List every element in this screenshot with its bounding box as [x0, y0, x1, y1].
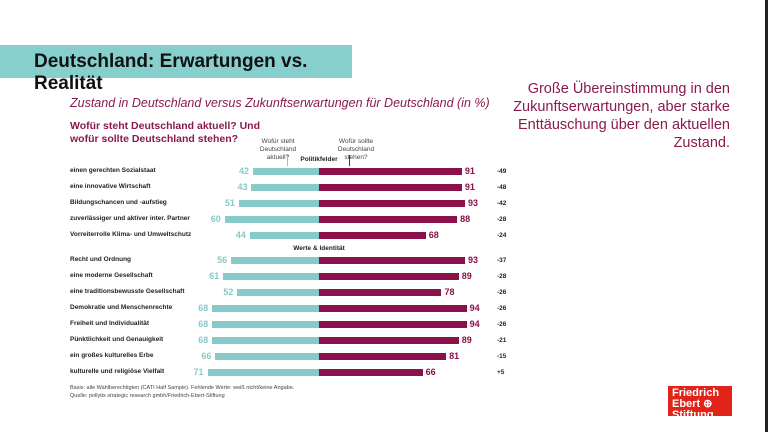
- bar-future: [319, 273, 459, 280]
- bar-current: [212, 305, 319, 312]
- bar-future: [319, 232, 426, 239]
- page-title: Deutschland: Erwartungen vs. Realität: [34, 51, 308, 94]
- bar-future: [319, 337, 459, 344]
- value-future: 81: [449, 351, 460, 361]
- difference-value: -26: [497, 321, 507, 328]
- legend-current: Wofür steht Deutschland aktuell?: [259, 138, 297, 161]
- bar-future: [319, 353, 447, 360]
- difference-value: -37: [497, 257, 507, 264]
- difference-value: -26: [497, 305, 507, 312]
- row-label: einen gerechten Sozialstaat: [70, 167, 156, 174]
- bar-future: [319, 289, 442, 296]
- row-label: eine traditionsbewusste Gesellschaft: [70, 288, 185, 295]
- bar-future: [319, 369, 423, 376]
- row-label: kulturelle und religiöse Vielfalt: [70, 368, 165, 375]
- difference-value: -28: [497, 273, 507, 280]
- bar-future: [319, 184, 462, 191]
- value-future: 91: [464, 166, 475, 176]
- value-future: 93: [468, 198, 479, 208]
- value-future: 68: [428, 230, 439, 240]
- value-current: 52: [223, 287, 234, 297]
- bar-current: [224, 216, 319, 223]
- difference-value: -42: [497, 200, 507, 207]
- value-current: 60: [210, 214, 221, 224]
- legend-future: Wofür sollte Deutschland stehen?: [337, 138, 375, 161]
- bar-future: [319, 216, 458, 223]
- row-label: zuverlässiger und aktiver inter. Partner: [70, 215, 190, 222]
- value-future: 94: [469, 303, 480, 313]
- bar-current: [253, 168, 319, 175]
- row-label: Pünktlichkeit und Genauigkeit: [70, 336, 164, 343]
- legend-current-tick: [287, 155, 288, 166]
- section-header: Politikfelder: [300, 156, 338, 163]
- difference-value: +5: [497, 369, 505, 376]
- difference-value: -15: [497, 353, 507, 360]
- difference-value: -26: [497, 289, 507, 296]
- value-current: 68: [198, 335, 209, 345]
- value-future: 94: [469, 319, 480, 329]
- value-future: 78: [444, 287, 455, 297]
- value-future: 89: [461, 335, 472, 345]
- difference-value: -21: [497, 337, 507, 344]
- fes-logo: Friedrich Ebert ⊕ Stiftung: [668, 386, 732, 416]
- row-label: Demokratie und Menschenrechte: [70, 304, 173, 311]
- chart-question: Wofür steht Deutschland aktuell? Und wof…: [70, 120, 270, 146]
- value-future: 91: [464, 182, 475, 192]
- value-future: 89: [461, 271, 472, 281]
- bar-future: [319, 168, 462, 175]
- row-label: Freiheit und Individualität: [70, 320, 150, 327]
- screen-edge: [765, 0, 768, 432]
- difference-value: -28: [497, 216, 507, 223]
- value-current: 68: [198, 319, 209, 329]
- difference-value: -49: [497, 168, 507, 175]
- value-current: 51: [224, 198, 235, 208]
- value-current: 66: [201, 351, 212, 361]
- bar-future: [319, 257, 465, 264]
- row-label: Recht und Ordnung: [70, 256, 132, 263]
- bar-future: [319, 200, 465, 207]
- bar-current: [212, 337, 319, 344]
- legend-future-tick: [349, 155, 350, 166]
- bar-future: [319, 321, 467, 328]
- value-current: 71: [193, 367, 204, 377]
- value-future: 66: [425, 367, 436, 377]
- value-current: 42: [239, 166, 250, 176]
- value-future: 93: [468, 255, 479, 265]
- row-label: Vorreiterrolle Klima- und Umweltschutz: [70, 231, 192, 238]
- difference-value: -24: [497, 232, 507, 239]
- bar-current: [212, 321, 319, 328]
- value-current: 68: [198, 303, 209, 313]
- side-commentary: Große Übereinstimmung in den Zukunftserw…: [513, 81, 730, 151]
- bar-current: [231, 257, 319, 264]
- row-label: ein großes kulturelles Erbe: [70, 352, 154, 359]
- bar-current: [237, 289, 319, 296]
- footnote-source: Quelle: pollytix strategic research gmbh…: [70, 393, 225, 399]
- value-current: 43: [237, 182, 248, 192]
- bar-current: [223, 273, 319, 280]
- value-current: 44: [235, 230, 246, 240]
- bar-current: [251, 184, 319, 191]
- bar-current: [238, 200, 319, 207]
- value-current: 56: [217, 255, 228, 265]
- row-label: Bildungschancen und -aufstieg: [70, 199, 167, 206]
- footnote-basis: Basis: alle Wahlberechtigten (CATI Half …: [70, 385, 295, 391]
- row-label: eine moderne Gesellschaft: [70, 272, 153, 279]
- value-current: 61: [209, 271, 220, 281]
- row-label: eine innovative Wirtschaft: [70, 183, 151, 190]
- bar-future: [319, 305, 467, 312]
- chart-title: Zustand in Deutschland versus Zukunftser…: [70, 96, 490, 110]
- difference-value: -48: [497, 184, 507, 191]
- section-header: Werte & Identität: [293, 245, 345, 252]
- bar-current: [249, 232, 319, 239]
- question-text: Wofür steht Deutschland aktuell? Und wof…: [70, 120, 260, 145]
- title-banner: Deutschland: Erwartungen vs. Realität: [0, 45, 352, 94]
- bar-current: [207, 369, 319, 376]
- bar-current: [215, 353, 319, 360]
- value-future: 88: [460, 214, 471, 224]
